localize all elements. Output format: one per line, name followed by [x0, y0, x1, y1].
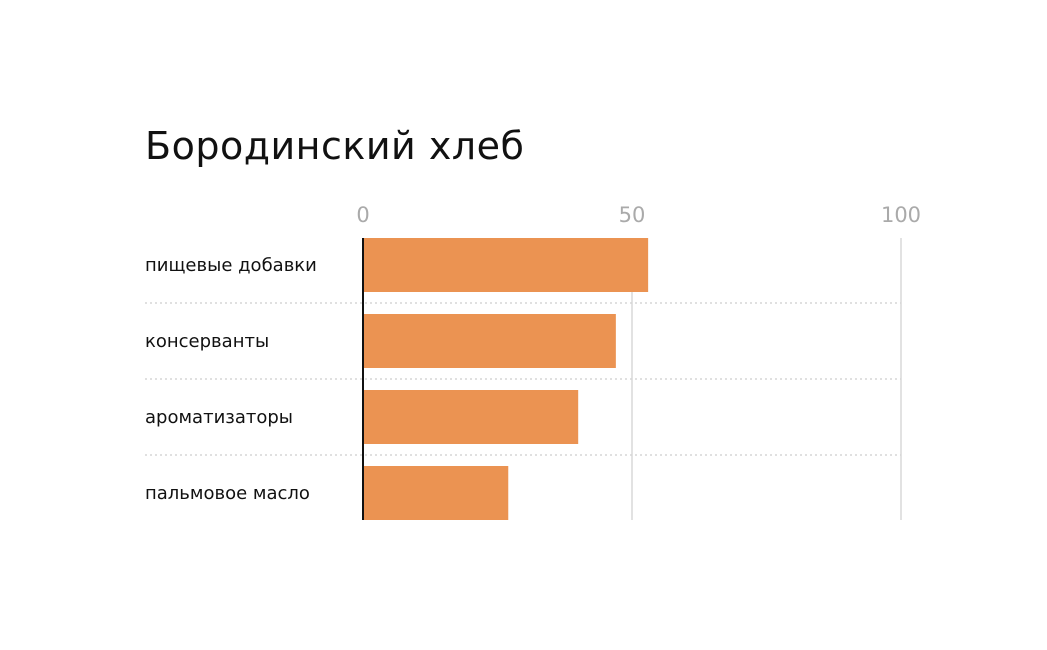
bar	[363, 466, 509, 520]
category-label: консерванты	[145, 331, 269, 352]
bar	[363, 390, 579, 444]
category-label: пищевые добавки	[145, 255, 317, 276]
bar	[363, 238, 649, 292]
bar	[363, 314, 616, 368]
x-tick-label: 0	[356, 203, 369, 227]
x-tick-label: 50	[619, 203, 646, 227]
category-label: ароматизаторы	[145, 407, 293, 428]
chart-title: Бородинский хлеб	[145, 124, 525, 168]
category-label: пальмовое масло	[145, 483, 310, 504]
x-tick-label: 100	[881, 203, 921, 227]
